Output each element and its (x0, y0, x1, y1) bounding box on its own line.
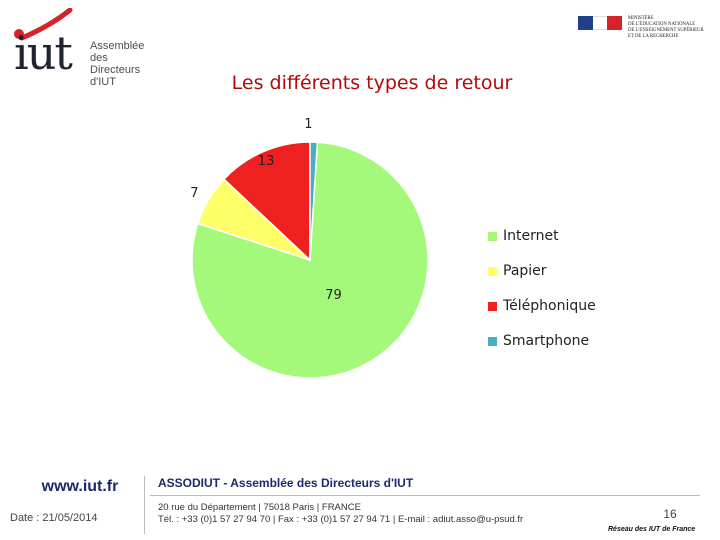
footer-address: 20 rue du Département | 75018 Paris | FR… (158, 502, 361, 513)
ministry-name: Ministère de l'Éducation Nationale de l'… (628, 16, 714, 40)
ministry-line: de l'Enseignement Supérieur (628, 28, 704, 33)
ministry-line: Ministère (628, 16, 654, 21)
iut-tagline-line: d'IUT (90, 76, 116, 88)
legend-swatch (488, 232, 497, 241)
iut-logo: iut Assemblée des Directeurs d'IUT (10, 8, 160, 88)
ministry-line: de l'Éducation Nationale (628, 22, 696, 27)
iut-logo-word: iut (14, 26, 73, 80)
legend-label: Papier (503, 263, 547, 279)
pie-data-label: 13 (257, 153, 275, 169)
legend-swatch (488, 337, 497, 346)
legend-swatch (488, 302, 497, 311)
footer-organization: ASSODIUT - Assemblée des Directeurs d'IU… (158, 476, 414, 490)
legend-swatch (488, 267, 497, 276)
french-flag-icon (578, 16, 623, 30)
page-number: 16 (663, 507, 677, 521)
pie-data-label: 79 (325, 288, 342, 304)
footer-website-link[interactable]: www.iut.fr (41, 478, 119, 495)
logo-swoosh-icon (14, 8, 73, 41)
chart-title: Les différents types de retour (231, 72, 513, 94)
legend-label: Internet (503, 228, 559, 244)
footer-contact: Tél. : +33 (0)1 57 27 94 70 | Fax : +33 … (158, 514, 524, 525)
footer-divider (144, 476, 145, 534)
ministry-line: et de la Recherche (628, 34, 679, 39)
ministry-logo: Ministère de l'Éducation Nationale de l'… (578, 14, 714, 44)
pie-data-label: 7 (190, 186, 199, 202)
pie-chart (191, 141, 429, 379)
pie-slice-téléphonique (222, 141, 311, 262)
iut-tagline: Assemblée des Directeurs d'IUT (90, 40, 160, 88)
network-label: Réseau des IUT de France (608, 526, 696, 533)
iut-tagline-line: Assemblée (90, 40, 145, 52)
footer-divider (150, 495, 700, 496)
legend-label: Smartphone (503, 333, 590, 349)
legend-label: Téléphonique (503, 298, 596, 314)
pie-slice-smartphone (309, 141, 319, 261)
footer-date: Date : 21/05/2014 (10, 512, 98, 524)
pie-data-label: 1 (304, 116, 313, 132)
iut-tagline-line: des Directeurs (90, 52, 141, 76)
